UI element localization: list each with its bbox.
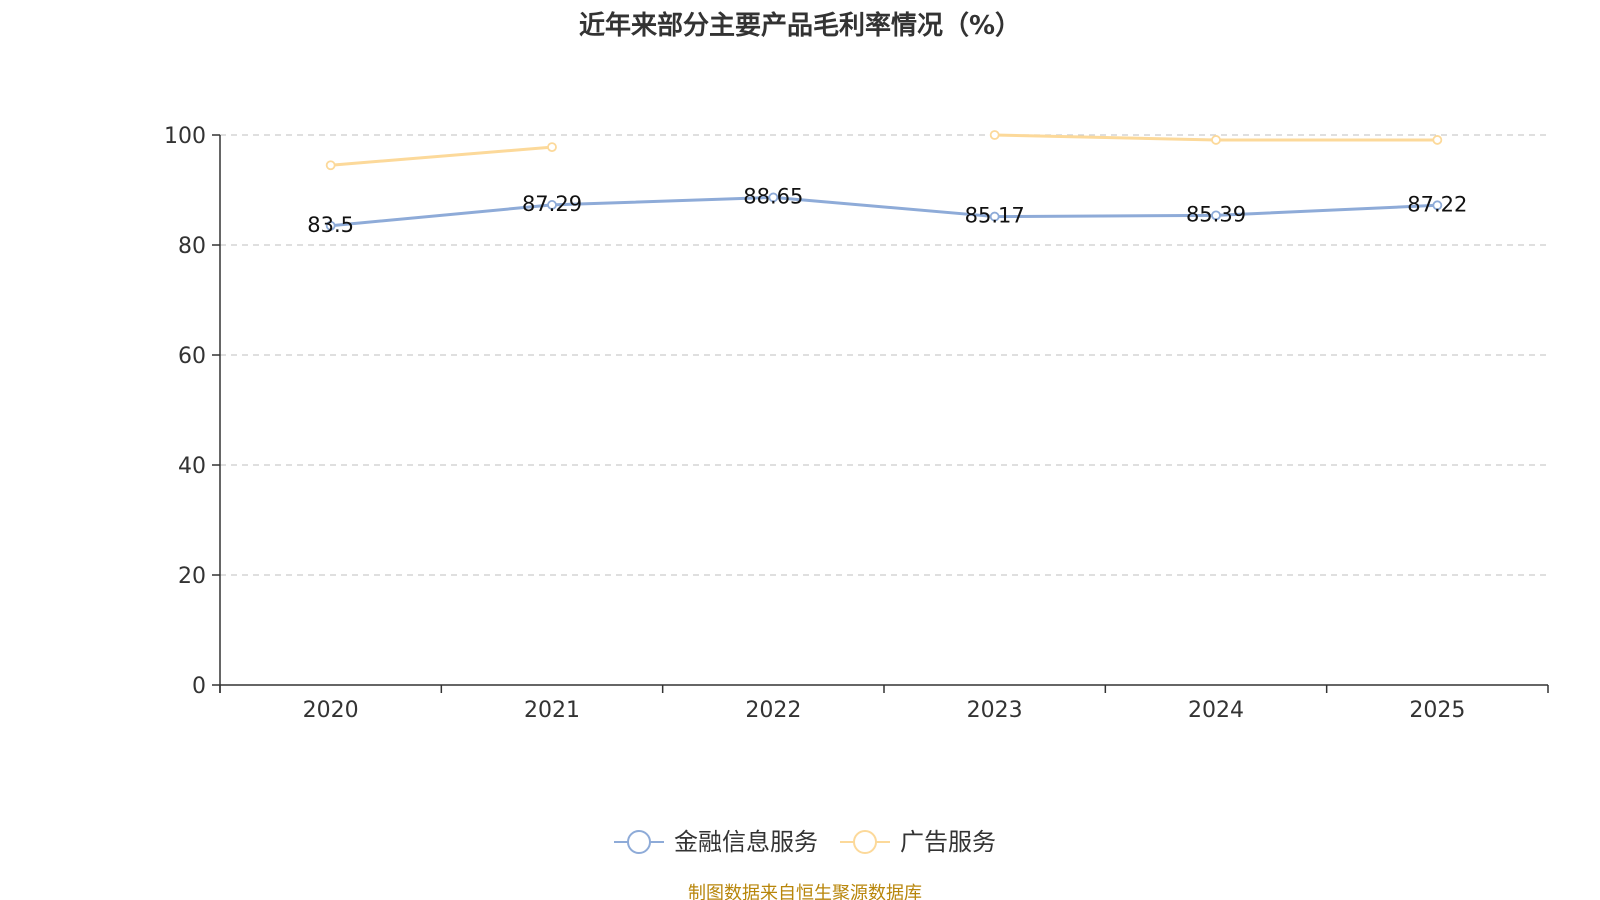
grid-lines — [220, 134, 1548, 576]
legend-1-label: 广告服务 — [900, 828, 996, 856]
legend-0-label: 金融信息服务 — [674, 828, 818, 856]
series-0-point-2025 — [1432, 200, 1443, 211]
axes: 0 20 40 60 80 100 2020 2021 2022 2023 2024 2025 — [164, 124, 1549, 723]
series-0-line-0 — [330, 195, 1438, 228]
x-tick-label-2021: 2021 — [524, 698, 580, 723]
series-0-point-2022 — [768, 192, 779, 203]
series-0-point-2024 — [1211, 210, 1221, 221]
series-0-point-2020 — [325, 220, 336, 231]
series-1-point-2021 — [547, 142, 557, 153]
series-1-point-2024 — [1211, 135, 1221, 145]
y-tick-label-100: 100 — [164, 124, 206, 149]
series-1-point-2023 — [989, 130, 1000, 140]
series-0-label-2020: 83.5 — [307, 213, 354, 237]
series-0-point-2021 — [547, 200, 557, 210]
series-lines — [325, 130, 1443, 231]
x-tick-label-2023: 2023 — [967, 698, 1023, 723]
series-0-label-2024: 85.39 — [1186, 202, 1246, 226]
source-note: 制图数据来自恒生聚源数据库 — [688, 883, 922, 900]
y-tick-label-80: 80 — [178, 234, 206, 259]
series-0-point-2023 — [989, 211, 1000, 222]
series-0-label-2022: 88.65 — [743, 184, 803, 208]
y-tick-label-60: 60 — [178, 344, 206, 369]
x-tick-label-2024: 2024 — [1188, 698, 1244, 723]
y-tick-label-0: 0 — [192, 674, 206, 699]
x-tick-label-2020: 2020 — [303, 698, 359, 723]
legend[interactable]: 金融信息服务 广告服务 — [614, 828, 996, 856]
x-tick-label-2025: 2025 — [1409, 698, 1465, 723]
legend-item-1[interactable]: 广告服务 — [840, 828, 996, 856]
series-1-point-2025 — [1432, 135, 1443, 145]
legend-0-marker — [627, 830, 651, 854]
legend-item-0[interactable]: 金融信息服务 — [614, 828, 818, 856]
y-tick-label-20: 20 — [178, 564, 206, 589]
series-0-label-2025: 87.22 — [1407, 192, 1467, 216]
series-1-point-2020 — [325, 160, 336, 171]
legend-1-marker — [853, 830, 877, 854]
chart-title: 近年来部分主要产品毛利率情况（%） — [579, 10, 1021, 41]
series-0-label-2021: 87.29 — [522, 192, 582, 216]
series-1-line-0 — [330, 145, 553, 167]
series-0-label-2023: 85.17 — [965, 204, 1025, 228]
data-labels: 83.5 87.29 88.65 85.17 85.39 87.22 — [307, 184, 1467, 236]
y-tick-label-40: 40 — [178, 454, 206, 479]
x-tick-label-2022: 2022 — [745, 698, 801, 723]
